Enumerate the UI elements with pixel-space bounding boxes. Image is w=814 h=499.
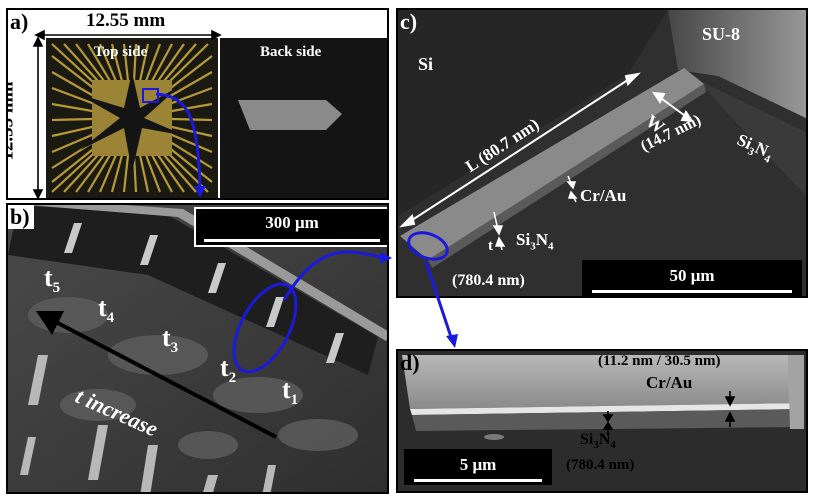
panel-a: a) 12.55 mm 12.55 mm Top side Back side [6, 8, 389, 200]
scale-label-d: 5 μm [459, 455, 497, 474]
scale-line-c [592, 290, 792, 293]
panel-d-label: d) [400, 350, 420, 375]
beam-end [788, 355, 804, 429]
scale-label-b: 300 μm [265, 213, 319, 232]
si3n4-value-d: (780.4 nm) [566, 457, 635, 473]
si3n4-label: Si3N4 [516, 230, 554, 253]
panel-a-label: a) [8, 10, 33, 34]
dimension-arrows [32, 29, 222, 198]
top-side-label: Top side [94, 44, 148, 60]
panel-b: b) 300 μm t5 t4 t3 t2 t1 t increase [6, 203, 389, 494]
scale-bar-b: 300 μm [194, 207, 387, 247]
beam-row-lower [20, 355, 276, 492]
chip-cross [78, 72, 186, 172]
t5-label: t5 [44, 263, 61, 297]
t-label: t [488, 238, 493, 254]
panel-b-label: b) [8, 205, 34, 229]
width-arrow [651, 91, 695, 123]
cavity-strip [8, 205, 378, 375]
beam-surface [402, 355, 804, 409]
scale-bar-d: 5 μm [404, 449, 552, 485]
panel-a-graphic [32, 29, 387, 198]
su8-label: SU-8 [702, 24, 741, 44]
cr-au-label-d: Cr/Au [646, 373, 693, 392]
panel-c-graphic [398, 10, 806, 296]
t2-label: t2 [220, 353, 237, 387]
beam-side [428, 84, 706, 268]
debris [484, 434, 504, 440]
back-window [238, 100, 342, 130]
height-dimension: 12.55 mm [6, 81, 18, 161]
width-dimension: 12.55 mm [86, 10, 166, 31]
layer-arrows [602, 391, 736, 435]
t3-label: t3 [162, 323, 179, 357]
scale-bar-c: 50 μm [582, 260, 802, 296]
panel-b-graphic [8, 205, 387, 492]
cr-au-layer [410, 403, 804, 415]
si-label: Si [418, 54, 434, 74]
length-arrow [399, 72, 641, 228]
panel-c: c) Si SU-8 L (80.7 nm) W (14.7 nm) Si3N4… [396, 8, 808, 298]
panel-c-label: c) [400, 9, 418, 34]
su8-region [668, 10, 806, 119]
scale-line-d [414, 479, 542, 482]
t-value: (780.4 nm) [452, 272, 525, 289]
cr-au-arrows [566, 175, 578, 203]
panel-d-graphic [398, 351, 806, 491]
si3n4-membrane [698, 80, 806, 196]
top-thickness-label: (11.2 nm / 30.5 nm) [598, 353, 721, 369]
t-arrows [492, 211, 506, 251]
si-region [398, 10, 668, 216]
cr-au-label: Cr/Au [580, 186, 627, 205]
beam-top [400, 68, 704, 260]
back-side-label: Back side [260, 44, 322, 60]
panel-d: d) (11.2 nm / 30.5 nm) Cr/Au Si3N4 (780.… [396, 349, 808, 493]
t-increase-arrow [36, 311, 277, 439]
t4-label: t4 [98, 293, 115, 327]
beam-row-upper [64, 223, 344, 363]
end-ellipse [407, 231, 449, 261]
si3n4-label-d: Si3N4 [580, 431, 616, 452]
scale-line-b [204, 239, 380, 242]
scale-label-c: 50 μm [669, 266, 715, 285]
t1-label: t1 [282, 375, 299, 409]
